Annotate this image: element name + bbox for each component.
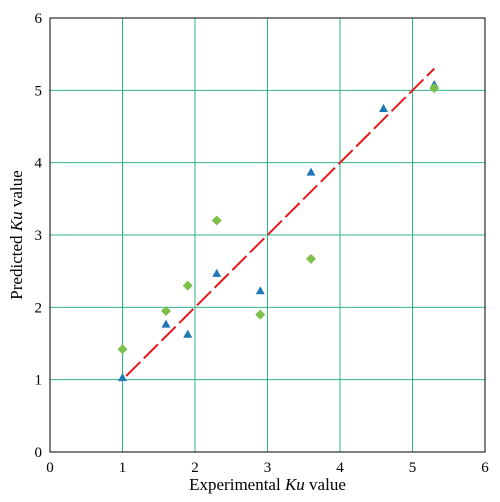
y-tick-label: 1 — [35, 373, 43, 389]
triangle-point — [118, 372, 127, 382]
y-tick-label: 4 — [35, 156, 43, 172]
triangle-point — [183, 329, 193, 338]
diamond-point — [306, 253, 316, 264]
y-tick-label: 0 — [35, 445, 43, 461]
fit-line — [125, 67, 435, 377]
diamond-point — [117, 344, 128, 355]
y-tick-label: 3 — [35, 228, 43, 244]
triangle-point — [212, 268, 222, 277]
y-tick-labels: 0 1 2 3 4 5 6 — [35, 11, 43, 461]
x-tick-label: 1 — [119, 460, 127, 476]
x-tick-label: 2 — [191, 460, 199, 476]
diamond-point — [161, 305, 171, 316]
plot-frame — [49, 17, 486, 453]
x-tick-label: 4 — [336, 460, 344, 476]
x-tick-label: 0 — [46, 460, 54, 476]
x-tick-labels: 0 1 2 3 4 5 6 — [46, 460, 489, 476]
triangle-point — [379, 103, 388, 113]
fit-line-layer — [125, 67, 435, 377]
y-axis-label: Predicted Ku value — [7, 170, 26, 299]
x-tick-label: 6 — [481, 460, 489, 476]
x-tick-label: 3 — [264, 460, 272, 476]
triangle-point — [306, 167, 316, 176]
triangle-point — [161, 319, 171, 328]
y-tick-label: 5 — [35, 83, 43, 99]
diamond-point — [182, 280, 193, 291]
diamond-point — [255, 309, 266, 320]
y-tick-label: 2 — [35, 300, 43, 316]
data-points — [117, 80, 440, 382]
triangle-point — [255, 286, 265, 295]
diamond-point — [211, 215, 222, 226]
x-axis-label: Experimental Ku value — [189, 475, 346, 494]
y-tick-label: 6 — [35, 11, 43, 27]
x-tick-label: 5 — [409, 460, 417, 476]
diamond-point — [429, 83, 440, 94]
